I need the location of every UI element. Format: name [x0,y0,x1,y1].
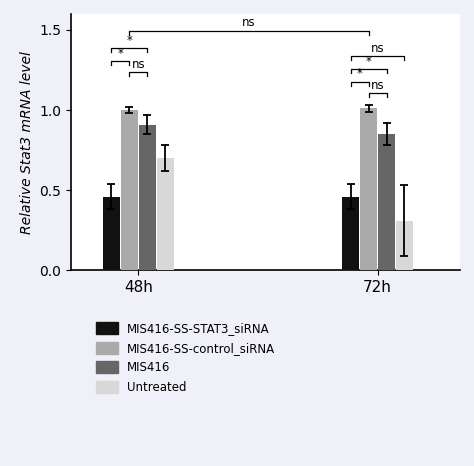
Bar [157,158,173,270]
Bar [342,197,359,270]
Y-axis label: Relative Stat3 mRNA level: Relative Stat3 mRNA level [20,51,34,233]
Text: *: * [356,68,363,81]
Text: *: * [127,34,132,47]
Text: ns: ns [242,16,256,29]
Legend: MIS416-SS-STAT3_siRNA, MIS416-SS-control_siRNA, MIS416, Untreated: MIS416-SS-STAT3_siRNA, MIS416-SS-control… [96,322,275,394]
Text: *: * [365,55,372,68]
Text: *: * [118,47,123,60]
Text: ns: ns [132,58,145,71]
Text: ns: ns [371,42,384,55]
Text: ns: ns [371,79,384,92]
Bar [103,197,120,270]
Bar [396,220,413,270]
Bar [139,124,155,270]
Bar [360,109,377,270]
Bar [378,134,395,270]
Bar [121,110,137,270]
